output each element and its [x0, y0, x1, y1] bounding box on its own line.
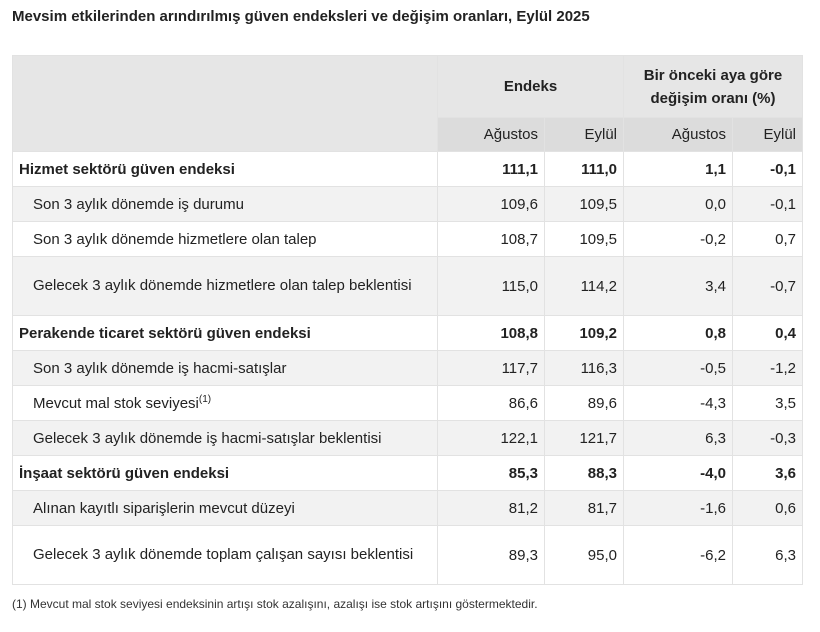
table-row-component: Gelecek 3 aylık dönemde iş hacmi-satışla… — [12, 420, 803, 456]
value-endeks-august: 81,2 — [437, 490, 545, 526]
value-endeks-september: 81,7 — [544, 490, 624, 526]
value-change-september: 6,3 — [732, 525, 803, 585]
value-change-august: 3,4 — [623, 256, 733, 316]
value-endeks-august: 111,1 — [437, 151, 545, 187]
value-change-august: -1,6 — [623, 490, 733, 526]
value-endeks-september: 111,0 — [544, 151, 624, 187]
value-change-august: -0,2 — [623, 221, 733, 257]
value-change-august: -4,3 — [623, 385, 733, 421]
row-label: Son 3 aylık dönemde iş hacmi-satışlar — [12, 350, 438, 386]
value-change-september: -0,1 — [732, 151, 803, 187]
table-row-sector: Hizmet sektörü güven endeksi 111,1 111,0 1,… — [12, 151, 803, 187]
value-endeks-september: 88,3 — [544, 455, 624, 491]
value-change-september: -0,1 — [732, 186, 803, 222]
header-endeks-september: Eylül — [544, 117, 624, 152]
value-endeks-august: 109,6 — [437, 186, 545, 222]
row-label: Perakende ticaret sektörü güven endeksi — [12, 315, 438, 351]
table-row-sector: Perakende ticaret sektörü güven endeksi 1… — [12, 315, 803, 351]
row-label: Hizmet sektörü güven endeksi — [12, 151, 438, 187]
row-label-text: Son 3 aylık dönemde iş durumu — [33, 195, 244, 213]
value-endeks-august: 108,8 — [437, 315, 545, 351]
table-row-component: Son 3 aylık dönemde hizmetlere olan tale… — [12, 221, 803, 257]
value-endeks-september: 95,0 — [544, 525, 624, 585]
table-row-sector: İnşaat sektörü güven endeksi 85,3 88,3 -4,0… — [12, 455, 803, 491]
value-change-august: 0,8 — [623, 315, 733, 351]
table-row-component: Son 3 aylık dönemde iş hacmi-satışlar 117… — [12, 350, 803, 386]
footnote-marker: (1) — [198, 394, 212, 405]
value-endeks-august: 86,6 — [437, 385, 545, 421]
footnote: (1) Mevcut mal stok seviyesi endeksinin … — [12, 597, 538, 611]
row-label: Son 3 aylık dönemde iş durumu — [12, 186, 438, 222]
value-change-september: 0,7 — [732, 221, 803, 257]
table-row-component: Gelecek 3 aylık dönemde hizmetlere olan … — [12, 256, 803, 316]
value-change-august: 6,3 — [623, 420, 733, 456]
value-endeks-august: 108,7 — [437, 221, 545, 257]
value-endeks-september: 109,5 — [544, 186, 624, 222]
row-label: Alınan kayıtlı siparişlerin mevcut düzey… — [12, 490, 438, 526]
header-change: Bir önceki aya göre değişim oranı (%) — [623, 55, 803, 118]
row-label-text: Son 3 aylık dönemde iş hacmi-satışlar — [33, 359, 287, 377]
header-change-august: Ağustos — [623, 117, 733, 152]
row-label-text: Hizmet sektörü güven endeksi — [19, 160, 235, 178]
value-change-august: 0,0 — [623, 186, 733, 222]
value-change-august: 1,1 — [623, 151, 733, 187]
row-label: Son 3 aylık dönemde hizmetlere olan tale… — [12, 221, 438, 257]
header-blank — [12, 55, 438, 152]
row-label-text: Gelecek 3 aylık dönemde hizmetlere olan … — [33, 277, 412, 294]
value-endeks-august: 117,7 — [437, 350, 545, 386]
value-endeks-september: 89,6 — [544, 385, 624, 421]
value-change-september: -1,2 — [732, 350, 803, 386]
row-label: İnşaat sektörü güven endeksi — [12, 455, 438, 491]
row-label: Gelecek 3 aylık dönemde toplam çalışan s… — [12, 525, 438, 585]
value-change-august: -6,2 — [623, 525, 733, 585]
row-label-text: Son 3 aylık dönemde hizmetlere olan tale… — [33, 230, 317, 248]
header-change-september: Eylül — [732, 117, 803, 152]
value-endeks-august: 85,3 — [437, 455, 545, 491]
value-change-september: -0,7 — [732, 256, 803, 316]
table-row-component: Mevcut mal stok seviyesi(1) 86,6 89,6 -4,3 3… — [12, 385, 803, 421]
value-endeks-september: 109,2 — [544, 315, 624, 351]
value-change-august: -0,5 — [623, 350, 733, 386]
value-change-september: 3,5 — [732, 385, 803, 421]
value-endeks-august: 122,1 — [437, 420, 545, 456]
value-change-september: 0,6 — [732, 490, 803, 526]
table-row-component: Son 3 aylık dönemde iş durumu 109,6 109,5 0… — [12, 186, 803, 222]
value-change-september: 3,6 — [732, 455, 803, 491]
table-title: Mevsim etkilerinden arındırılmış güven e… — [12, 8, 590, 25]
header-endeks: Endeks — [437, 55, 624, 118]
row-label-text: İnşaat sektörü güven endeksi — [19, 464, 230, 482]
table-row-component: Alınan kayıtlı siparişlerin mevcut düzey… — [12, 490, 803, 526]
row-label-text: Gelecek 3 aylık dönemde iş hacmi-satışla… — [33, 429, 382, 447]
table-row-component: Gelecek 3 aylık dönemde toplam çalışan s… — [12, 525, 803, 585]
value-endeks-september: 116,3 — [544, 350, 624, 386]
row-label-text: Alınan kayıtlı siparişlerin mevcut düzey… — [33, 499, 295, 517]
confidence-index-table: Endeks Bir önceki aya göre değişim oranı… — [12, 55, 803, 585]
row-label-text: Mevcut mal stok seviyesi — [33, 395, 199, 412]
value-change-september: 0,4 — [732, 315, 803, 351]
row-label: Gelecek 3 aylık dönemde iş hacmi-satışla… — [12, 420, 438, 456]
row-label: Mevcut mal stok seviyesi(1) — [12, 385, 438, 421]
row-label-text: Gelecek 3 aylık dönemde toplam çalışan s… — [33, 546, 414, 563]
row-label: Gelecek 3 aylık dönemde hizmetlere olan … — [12, 256, 438, 316]
value-change-september: -0,3 — [732, 420, 803, 456]
row-label-text: Perakende ticaret sektörü güven endeksi — [19, 324, 311, 342]
header-endeks-august: Ağustos — [437, 117, 545, 152]
value-endeks-august: 89,3 — [437, 525, 545, 585]
value-endeks-september: 121,7 — [544, 420, 624, 456]
value-endeks-august: 115,0 — [437, 256, 545, 316]
value-change-august: -4,0 — [623, 455, 733, 491]
value-endeks-september: 109,5 — [544, 221, 624, 257]
value-endeks-september: 114,2 — [544, 256, 624, 316]
